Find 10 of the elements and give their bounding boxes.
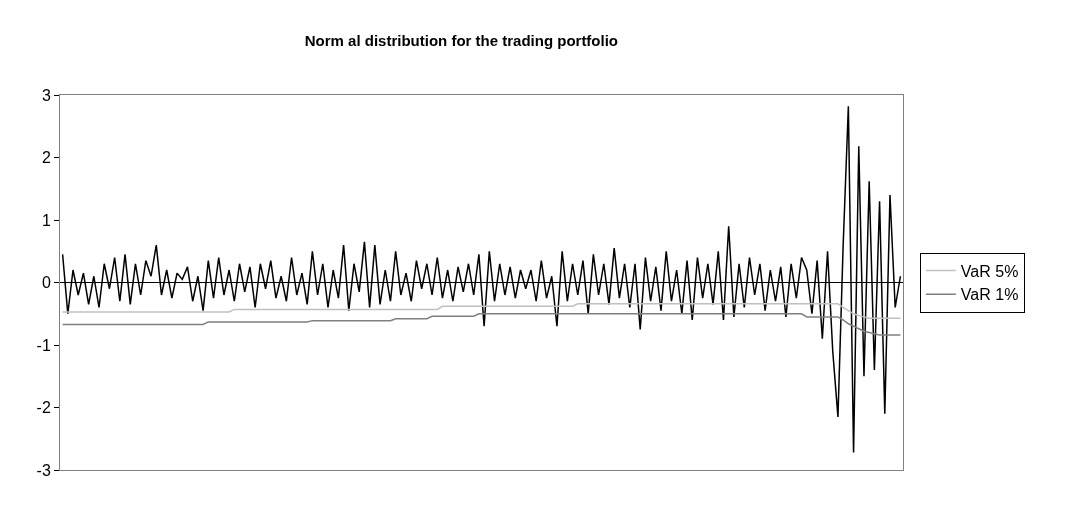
legend-label: VaR 1%: [960, 286, 1019, 304]
legend-label: VaR 5%: [960, 262, 1019, 280]
y-tick-label: 2: [41, 149, 51, 167]
y-tick-label: -2: [36, 399, 51, 417]
y-tick-label: -3: [36, 461, 51, 479]
y-tick-label: 1: [41, 211, 51, 229]
y-tick-label: -1: [36, 336, 51, 354]
y-tick-label: 0: [41, 274, 51, 292]
y-tick-label: 3: [41, 86, 51, 104]
chart-title: Norm al distribution for the trading portfolio: [304, 32, 619, 50]
